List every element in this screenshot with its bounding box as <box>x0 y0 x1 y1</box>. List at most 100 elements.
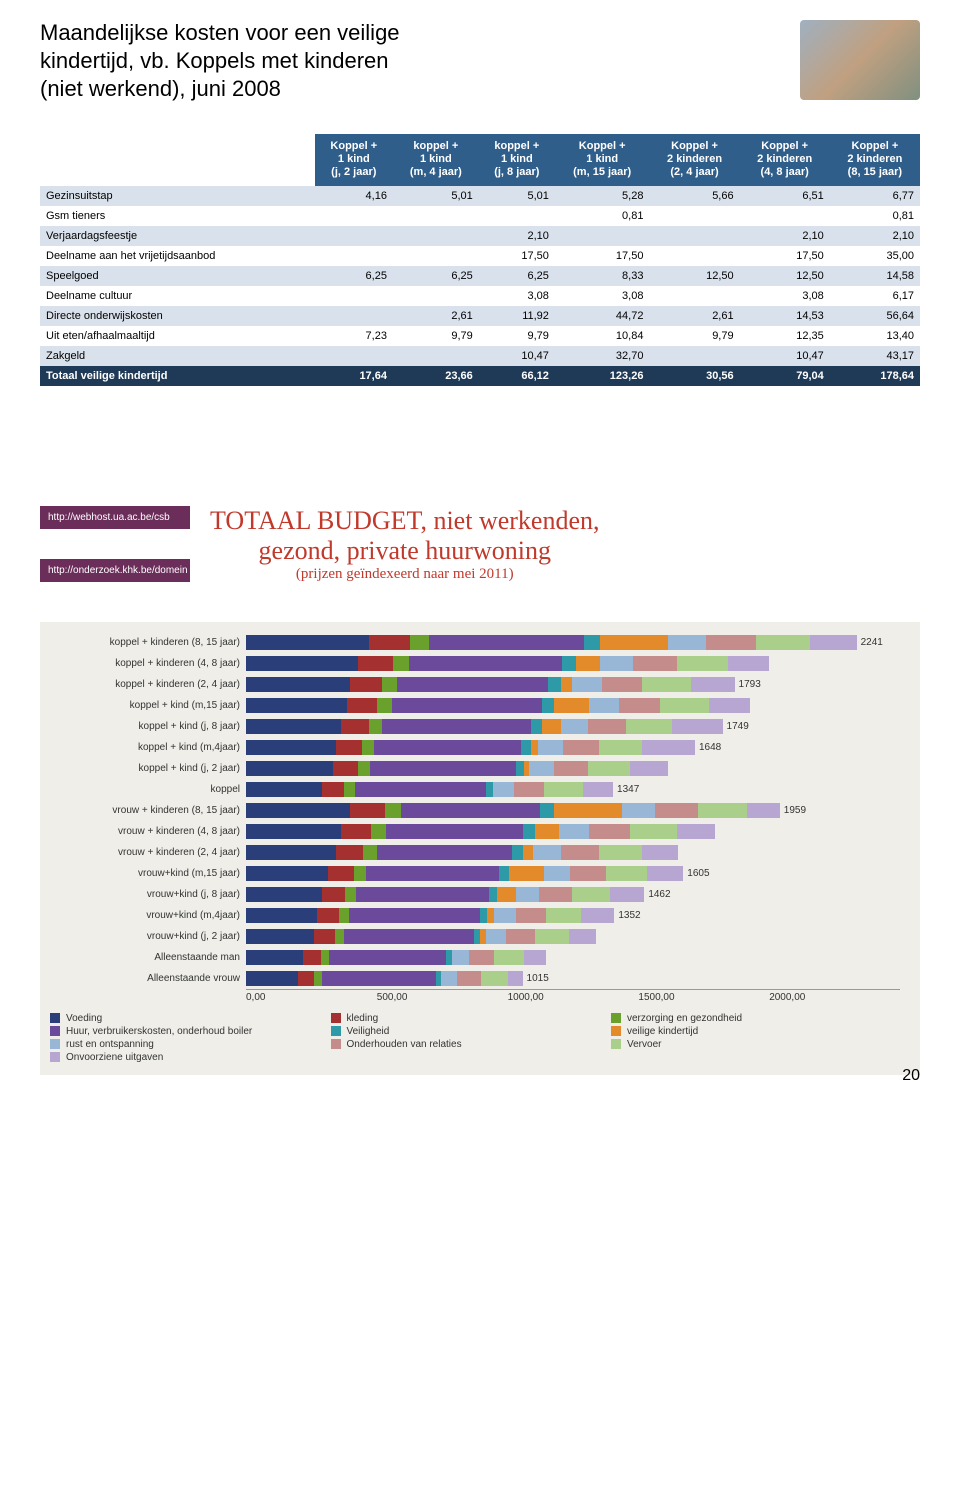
bar-segment <box>494 908 516 923</box>
bar-segment <box>622 803 655 818</box>
bar-segment <box>363 845 377 860</box>
bar-segment <box>709 698 750 713</box>
bar-segment <box>576 656 601 671</box>
bar-segment <box>535 824 560 839</box>
legend-item: Huur, verbruikerskosten, onderhoud boile… <box>50 1026 331 1037</box>
bar-segment <box>606 866 647 881</box>
bar-segment <box>489 887 497 902</box>
bar-segment <box>382 677 397 692</box>
chart-title: TOTAAL BUDGET, niet werkenden, gezond, p… <box>210 506 600 583</box>
table-row: Uit eten/afhaalmaaltijd7,239,799,7910,84… <box>40 326 920 346</box>
bar-segment <box>539 887 572 902</box>
bar-segment <box>514 782 544 797</box>
bar-segment <box>633 656 677 671</box>
bar-segment <box>362 740 374 755</box>
table-cell: Speelgoed <box>40 266 315 286</box>
bar-segment <box>246 677 350 692</box>
table-cell: 6,17 <box>830 286 920 306</box>
chart-bar-row: koppel + kind (j, 8 jaar)1749 <box>50 716 900 737</box>
table-cell: 17,50 <box>740 246 830 266</box>
bar-segment <box>401 803 540 818</box>
legend-swatch <box>331 1013 341 1023</box>
link-khk: http://onderzoek.khk.be/domein <box>40 559 190 582</box>
bar-segment <box>246 971 298 986</box>
bar-segment <box>397 677 548 692</box>
bar-segment <box>546 908 581 923</box>
legend-item: veilige kindertijd <box>611 1026 892 1037</box>
bar-segment <box>392 698 542 713</box>
legend-swatch <box>611 1026 621 1036</box>
table-cell <box>649 246 739 266</box>
bar-segment <box>698 803 747 818</box>
table-row: Zakgeld10,4732,7010,4743,17 <box>40 346 920 366</box>
table-col-header: koppel +1 kind(m, 4 jaar) <box>393 134 479 186</box>
bar-value-label: 1648 <box>699 742 721 753</box>
bar-area <box>246 950 900 965</box>
bar-segment <box>563 740 598 755</box>
table-cell: 2,10 <box>479 226 555 246</box>
bar-segment <box>350 803 385 818</box>
table-cell <box>393 346 479 366</box>
table-cell: 43,17 <box>830 346 920 366</box>
legend-label: rust en ontspanning <box>66 1039 154 1050</box>
table-row: Verjaardagsfeestje2,102,102,10 <box>40 226 920 246</box>
table-cell: 9,79 <box>393 326 479 346</box>
y-axis-label: vrouw + kinderen (2, 4 jaar) <box>50 847 246 858</box>
table-col-header <box>40 134 315 186</box>
table-cell: 2,10 <box>830 226 920 246</box>
title-line3: (niet werkend), juni 2008 <box>40 76 400 102</box>
bar-segment <box>561 719 588 734</box>
table-cell: 23,66 <box>393 366 479 386</box>
bar-segment <box>531 719 542 734</box>
chart-bar-row: Alleenstaande man <box>50 947 900 968</box>
table-cell: Gezinsuitstap <box>40 186 315 206</box>
chart-bar-row: koppel + kind (m,4jaar) 1648 <box>50 737 900 758</box>
table-col-header: Koppel +2 kinderen(4, 8 jaar) <box>740 134 830 186</box>
legend-label: Veiligheid <box>347 1026 390 1037</box>
legend-swatch <box>50 1039 60 1049</box>
header-block: Maandelijkse kosten voor een veilige kin… <box>40 20 920 104</box>
bar-segment <box>374 740 521 755</box>
bar-segment <box>356 887 488 902</box>
table-cell: 7,23 <box>315 326 393 346</box>
table-cell <box>393 226 479 246</box>
table-cell: 12,50 <box>649 266 739 286</box>
bar-segment <box>602 677 643 692</box>
bar-segment <box>314 929 334 944</box>
bar-area: 1959 <box>246 803 900 818</box>
chart-bar-row: koppel + kinderen (2, 4 jaar)1793 <box>50 674 900 695</box>
table-cell: Gsm tieners <box>40 206 315 226</box>
table-cell: 9,79 <box>479 326 555 346</box>
legend-item: Voeding <box>50 1013 331 1024</box>
y-axis-label: vrouw+kind (m,4jaar) <box>50 910 246 921</box>
bar-segment <box>371 824 386 839</box>
bar-segment <box>583 782 614 797</box>
bar-segment <box>322 887 345 902</box>
bar-segment <box>506 929 535 944</box>
bar-area: 1352 <box>246 908 900 923</box>
y-axis-label: koppel + kind (m,4jaar) <box>50 742 246 753</box>
bar-segment <box>533 845 560 860</box>
bar-area: 1648 <box>246 740 900 755</box>
bar-segment <box>481 971 508 986</box>
legend-item: Veiligheid <box>331 1026 612 1037</box>
table-col-header: Koppel +2 kinderen(2, 4 jaar) <box>649 134 739 186</box>
bar-segment <box>474 929 481 944</box>
chart-bar-row: koppel + kind (m,15 jaar) <box>50 695 900 716</box>
bar-segment <box>493 782 515 797</box>
bar-segment <box>630 761 668 776</box>
bar-segment <box>660 698 709 713</box>
table-row: Directe onderwijskosten2,6111,9244,722,6… <box>40 306 920 326</box>
bar-segment <box>246 698 347 713</box>
bar-segment <box>246 845 336 860</box>
y-axis-label: Alleenstaande man <box>50 952 246 963</box>
table-cell <box>555 226 650 246</box>
table-cell: 0,81 <box>555 206 650 226</box>
bar-segment <box>486 782 493 797</box>
table-cell: 178,64 <box>830 366 920 386</box>
bar-segment <box>524 950 546 965</box>
bar-segment <box>588 719 626 734</box>
bar-segment <box>647 866 684 881</box>
y-axis-label: koppel + kind (j, 2 jaar) <box>50 763 246 774</box>
bar-area: 1605 <box>246 866 900 881</box>
